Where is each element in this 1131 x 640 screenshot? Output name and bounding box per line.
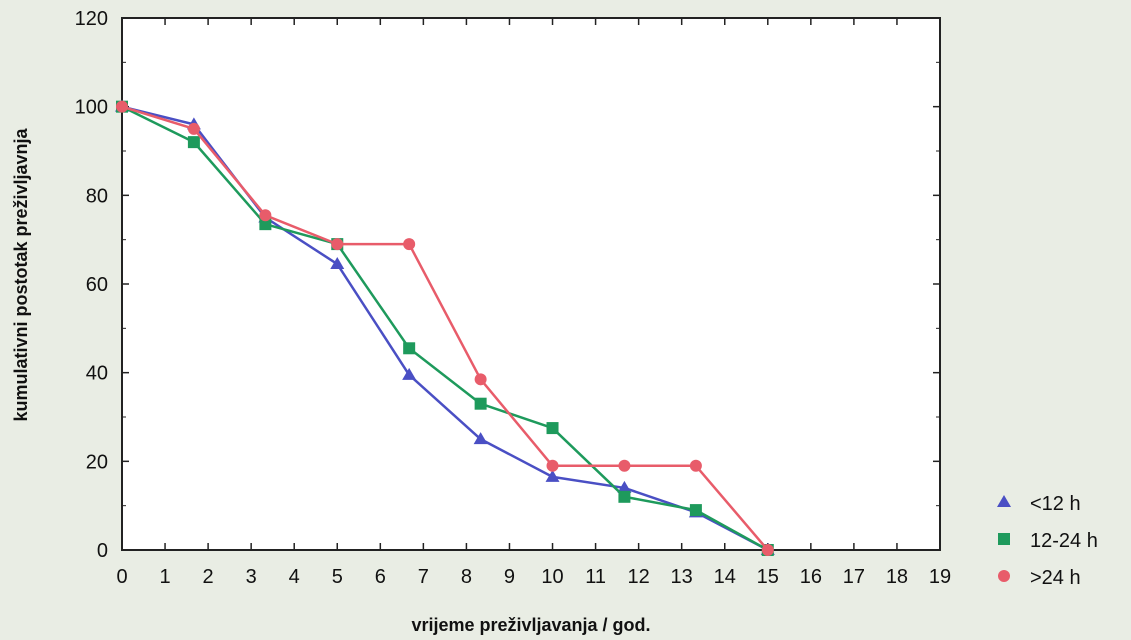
data-point-circle	[116, 100, 128, 113]
x-tick-label: 15	[757, 566, 779, 588]
data-point-circle	[689, 459, 702, 472]
data-point-square	[546, 422, 559, 435]
legend-label: >24 h	[1030, 567, 1081, 589]
y-tick-label: 60	[86, 274, 108, 296]
data-point-square	[618, 490, 631, 503]
data-point-circle	[618, 459, 631, 472]
y-axis: 0 20 40 60 80 100 120	[75, 8, 940, 562]
legend-marker-circle	[998, 570, 1010, 582]
x-tick-label: 2	[203, 566, 214, 588]
x-tick-label: 11	[585, 566, 606, 588]
legend: <12 h 12-24 h >24 h	[997, 493, 1098, 589]
x-tick-label: 12	[628, 566, 650, 588]
x-tick-label: 4	[289, 566, 300, 588]
x-axis: 0 1 2 3 4 5 6 7 8 9 10 11 12 13 14 15 16 17 18 19	[116, 18, 951, 588]
data-point-triangle	[545, 469, 560, 482]
x-tick-label: 10	[541, 566, 563, 588]
legend-item: <12 h	[997, 493, 1081, 515]
data-point-square	[403, 342, 416, 355]
y-axis-title: kumulativni postotak preživljavnja	[11, 127, 31, 421]
legend-label: 12-24 h	[1030, 530, 1098, 552]
x-tick-label: 1	[159, 566, 170, 588]
data-point-circle	[187, 122, 200, 135]
data-point-triangle	[473, 432, 488, 445]
data-point-triangle	[330, 257, 345, 270]
plot-area	[121, 17, 941, 551]
data-point-circle	[259, 209, 272, 222]
x-tick-label: 8	[461, 566, 472, 588]
y-tick-label: 0	[97, 540, 108, 562]
data-point-circle	[761, 544, 774, 556]
x-tick-label: 6	[375, 566, 386, 588]
data-point-square	[259, 218, 272, 231]
x-tick-label: 16	[800, 566, 822, 588]
data-point-square	[187, 136, 200, 149]
x-tick-label: 9	[504, 566, 515, 588]
data-point-triangle	[617, 480, 632, 493]
series-line	[121, 105, 769, 552]
legend-item: >24 h	[998, 567, 1081, 589]
y-tick-label: 80	[86, 185, 108, 207]
legend-marker-square	[998, 533, 1010, 545]
series-layer	[115, 99, 775, 556]
x-tick-label: 0	[116, 566, 127, 588]
data-point-triangle	[402, 367, 417, 380]
data-point-square	[474, 397, 487, 410]
data-point-circle	[403, 238, 416, 251]
data-point-circle	[474, 373, 487, 386]
x-axis-title: vrijeme preživljavanja / god.	[411, 615, 650, 635]
data-point-square	[689, 504, 702, 517]
x-tick-label: 14	[714, 566, 736, 588]
legend-label: <12 h	[1030, 493, 1081, 515]
y-tick-label: 100	[75, 97, 108, 119]
y-tick-label: 40	[86, 363, 108, 385]
legend-item: 12-24 h	[998, 530, 1098, 552]
x-tick-label: 19	[929, 566, 951, 588]
x-tick-label: 5	[332, 566, 343, 588]
x-tick-label: 18	[886, 566, 908, 588]
x-tick-label: 13	[671, 566, 693, 588]
y-tick-label: 20	[86, 451, 108, 473]
data-point-circle	[331, 238, 344, 251]
x-tick-label: 17	[843, 566, 865, 588]
series-2	[116, 100, 774, 556]
y-tick-label: 120	[75, 8, 108, 30]
x-tick-label: 7	[418, 566, 429, 588]
data-point-circle	[546, 459, 559, 472]
x-tick-label: 3	[246, 566, 257, 588]
legend-marker-triangle	[997, 495, 1011, 507]
series-line	[121, 105, 769, 551]
